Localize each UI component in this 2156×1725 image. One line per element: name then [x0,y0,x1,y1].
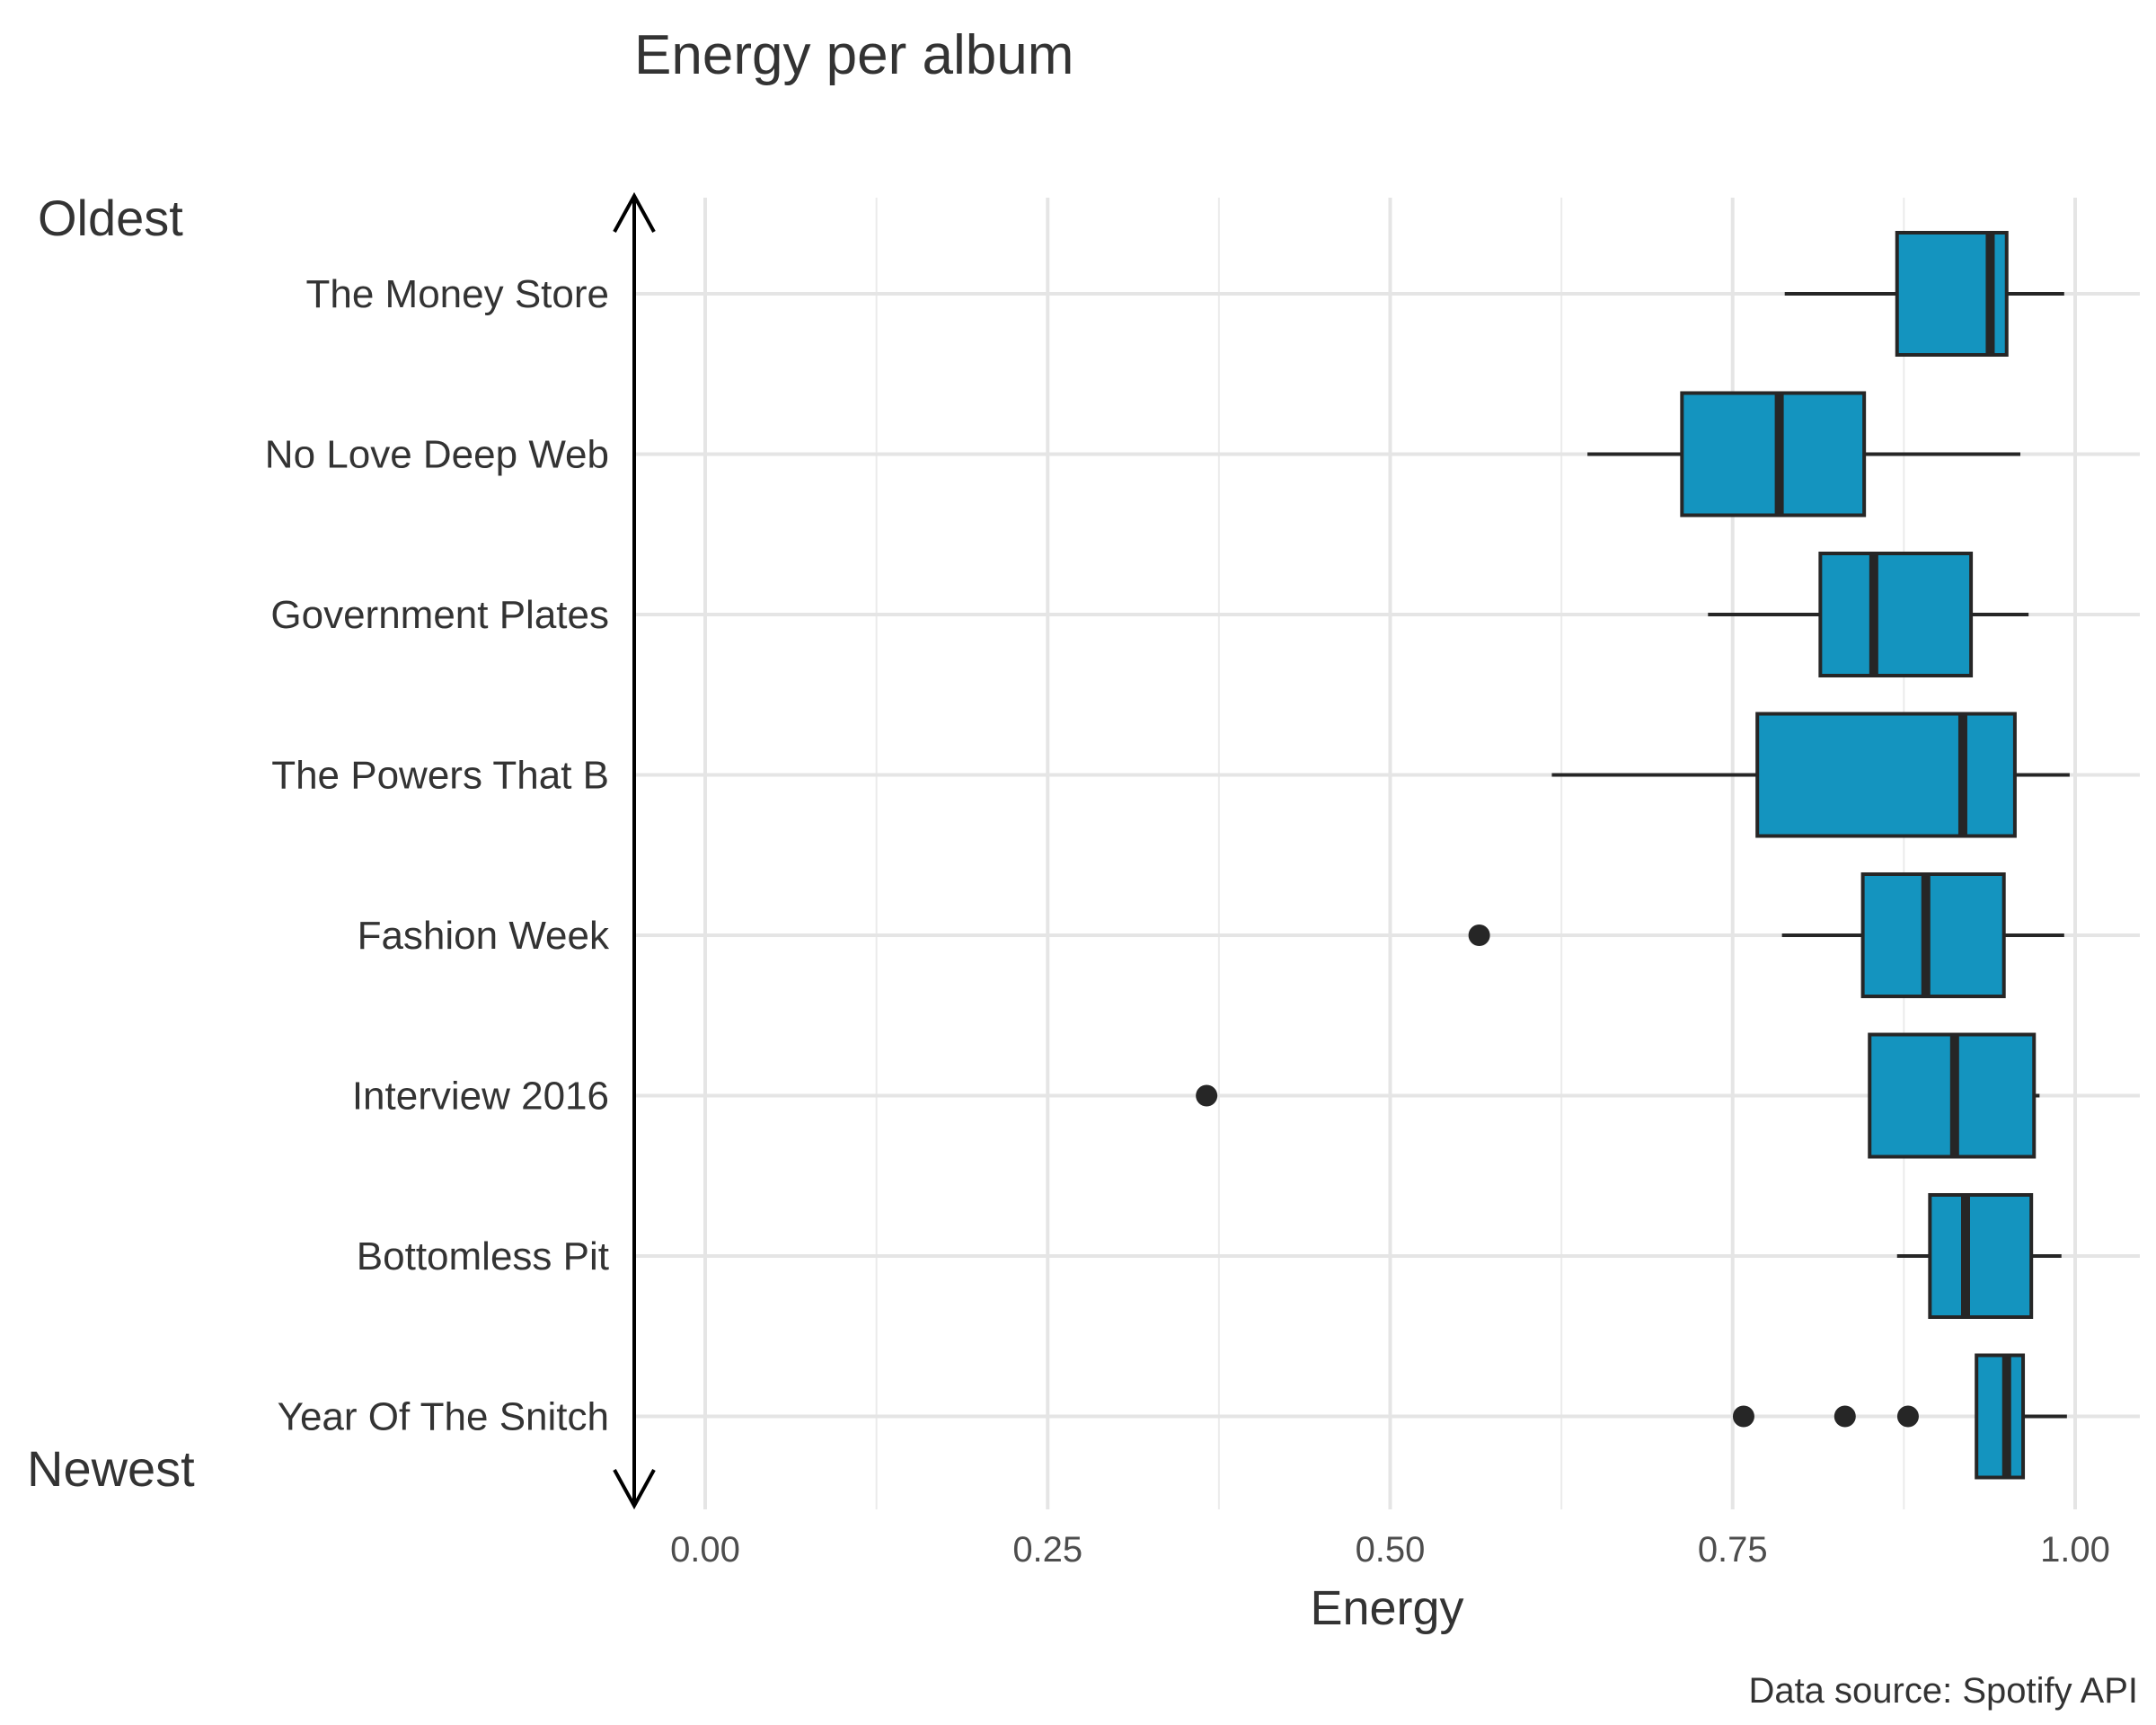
category-label: Government Plates [270,593,609,637]
box-4 [1551,712,2070,838]
box-8 [1732,1353,2067,1480]
box-6 [1196,1032,2040,1159]
box-series [1196,231,2070,1480]
box-2 [1587,391,2020,518]
outlier-point [1468,924,1490,946]
category-label: Year Of The Snitch [278,1395,609,1439]
category-label: Bottomless Pit [357,1234,609,1278]
x-tick-label: 0.25 [1012,1530,1082,1570]
x-tick-label: 0.50 [1356,1530,1426,1570]
outlier-point [1196,1084,1218,1107]
oldest-label: Oldest [38,190,183,246]
box-body [1818,552,1974,677]
x-tick-labels: 0.00 0.25 0.50 0.75 1.00 [670,1530,2110,1570]
box-body [1975,1353,2026,1480]
box-body [1755,712,2017,838]
box-1 [1784,231,2064,357]
caption: Data source: Spotify API [1748,1671,2138,1711]
box-body [1860,872,2006,998]
time-arrow [613,191,656,1510]
newest-label: Newest [27,1440,195,1497]
category-labels: The Money Store No Love Deep Web Governmen… [265,272,610,1439]
x-tick-label: 1.00 [2040,1530,2110,1570]
category-label: The Powers That B [271,754,609,798]
outlier-point [1732,1405,1754,1428]
box-7 [1896,1193,2062,1319]
category-label: Fashion Week [358,914,610,958]
chart-title: Energy per album [634,24,1074,86]
x-tick-label: 0.75 [1698,1530,1768,1570]
box-body [1680,391,1867,518]
outlier-point [1833,1405,1856,1428]
category-label: The Money Store [306,272,610,316]
box-5 [1468,872,2064,998]
x-tick-label: 0.00 [670,1530,740,1570]
box-3 [1708,552,2029,677]
time-arrow-up-icon [613,191,656,233]
outlier-point [1896,1405,1919,1428]
x-axis-title: Energy [1310,1581,1463,1635]
category-label: Interview 2016 [352,1075,609,1119]
time-arrow-down-icon [613,1469,656,1510]
box-body [1928,1193,2034,1319]
grid-lines [634,198,2140,1509]
category-label: No Love Deep Web [265,433,609,477]
